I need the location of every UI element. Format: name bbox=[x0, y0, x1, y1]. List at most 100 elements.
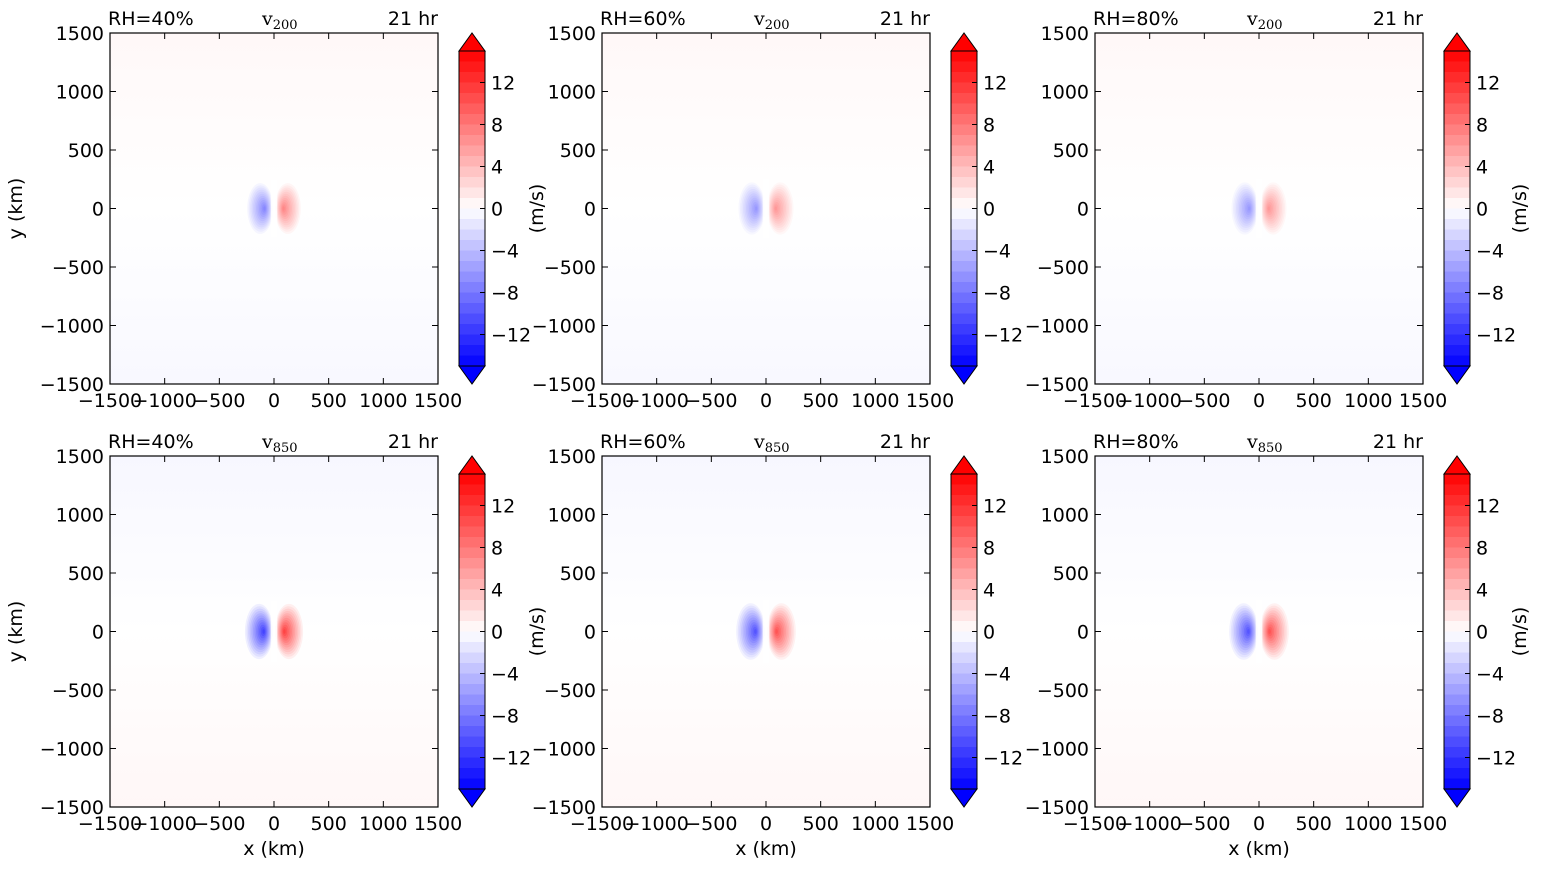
x-tick-label: 500 bbox=[1296, 390, 1332, 412]
time-label: 21 hr bbox=[880, 431, 930, 453]
colorbar-band bbox=[951, 642, 977, 654]
colorbar-tick-label: 8 bbox=[491, 115, 503, 137]
colorbar-band bbox=[1444, 187, 1470, 199]
colorbar-band bbox=[951, 61, 977, 73]
y-tick-label: 0 bbox=[1077, 199, 1089, 221]
colorbar: 12 8 4 0 −4 −8 −12 bbox=[458, 455, 531, 808]
y-tick-label: −500 bbox=[52, 257, 104, 279]
x-axis-label: x (km) bbox=[735, 838, 797, 860]
colorbar-band bbox=[1444, 642, 1470, 654]
colorbar-band bbox=[1444, 156, 1470, 168]
x-tick-label: 1500 bbox=[906, 390, 954, 412]
colorbar-band bbox=[1444, 600, 1470, 612]
x-tick-label: −1000 bbox=[1118, 390, 1182, 412]
x-tick-label: 0 bbox=[268, 390, 280, 412]
colorbar-band bbox=[1444, 757, 1470, 769]
west-lobe-contour bbox=[754, 629, 757, 634]
dipole bbox=[738, 179, 794, 238]
colorbar-band bbox=[951, 198, 977, 210]
colorbar-tick-label: −12 bbox=[983, 748, 1023, 770]
x-tick-label: 1000 bbox=[851, 390, 899, 412]
colorbar-band bbox=[459, 313, 485, 325]
colorbar-tick-label: −12 bbox=[491, 325, 531, 347]
colorbar-band bbox=[459, 271, 485, 283]
colorbar-band bbox=[1444, 694, 1470, 706]
y-tick-label: 1500 bbox=[548, 446, 596, 468]
y-tick-label: −500 bbox=[52, 680, 104, 702]
colorbar-band bbox=[951, 747, 977, 759]
colorbar-band bbox=[951, 757, 977, 769]
colorbar-band bbox=[1444, 82, 1470, 94]
dipole bbox=[736, 599, 796, 664]
y-tick-label: −1500 bbox=[532, 374, 596, 396]
colorbar-band bbox=[1444, 261, 1470, 273]
colorbar-band bbox=[1444, 334, 1470, 346]
colorbar-band bbox=[951, 715, 977, 727]
colorbar-band bbox=[951, 324, 977, 336]
colorbar-band bbox=[1444, 103, 1470, 115]
east-lobe-contour bbox=[1267, 206, 1270, 211]
colorbar-band bbox=[459, 631, 485, 643]
colorbar-band bbox=[459, 303, 485, 315]
y-tick-label: −1000 bbox=[1025, 316, 1089, 338]
colorbar-band bbox=[1444, 229, 1470, 241]
colorbar-band bbox=[1444, 526, 1470, 538]
variable-symbol: v bbox=[753, 431, 765, 453]
colorbar-tick-label: 4 bbox=[491, 580, 503, 602]
colorbar-band bbox=[459, 219, 485, 231]
colorbar-band bbox=[459, 355, 485, 367]
colorbar-band bbox=[1444, 715, 1470, 727]
colorbar-extend-max bbox=[950, 455, 978, 475]
colorbar-extend-min bbox=[950, 788, 978, 808]
variable-level: 850 bbox=[273, 441, 298, 456]
x-tick-label: −1500 bbox=[78, 813, 142, 835]
y-tick-label: 1000 bbox=[548, 82, 596, 104]
y-tick-label: 0 bbox=[1077, 622, 1089, 644]
colorbar-tick-label: 8 bbox=[491, 538, 503, 560]
y-tick-label: 1000 bbox=[1041, 82, 1089, 104]
colorbar-band bbox=[951, 72, 977, 84]
colorbar-band bbox=[951, 705, 977, 717]
colorbar-tick-label: 4 bbox=[491, 157, 503, 179]
colorbar-band bbox=[1444, 282, 1470, 294]
colorbar-band bbox=[951, 474, 977, 486]
colorbar-band bbox=[459, 558, 485, 570]
y-tick-label: 1000 bbox=[548, 505, 596, 527]
colorbar-band bbox=[1444, 516, 1470, 528]
y-tick-label: 1500 bbox=[548, 23, 596, 45]
colorbar-tick-label: 0 bbox=[491, 622, 503, 644]
colorbar-band bbox=[1444, 208, 1470, 220]
x-tick-label: 1500 bbox=[1399, 390, 1447, 412]
x-tick-label: 1500 bbox=[906, 813, 954, 835]
colorbar-band bbox=[951, 547, 977, 559]
colorbar-band bbox=[1444, 177, 1470, 189]
colorbar-band bbox=[459, 61, 485, 73]
colorbar-band bbox=[459, 324, 485, 336]
colorbar-band bbox=[951, 103, 977, 115]
y-axis-label: y (km) bbox=[5, 601, 27, 663]
colorbar-band bbox=[1444, 135, 1470, 147]
colorbar-band bbox=[459, 736, 485, 748]
east-lobe-contour bbox=[283, 629, 286, 634]
colorbar-band bbox=[951, 537, 977, 549]
center-strip bbox=[1255, 599, 1263, 664]
colorbar-band bbox=[1444, 114, 1470, 126]
east-lobe-contour bbox=[282, 206, 285, 211]
y-tick-label: 1500 bbox=[56, 446, 104, 468]
colorbar-band bbox=[1444, 145, 1470, 157]
x-axis-label: x (km) bbox=[243, 838, 305, 860]
colorbar-band bbox=[1444, 271, 1470, 283]
colorbar-band bbox=[459, 621, 485, 633]
colorbar-tick-label: 0 bbox=[983, 622, 995, 644]
colorbar-band bbox=[951, 93, 977, 105]
colorbar-tick-label: −8 bbox=[983, 283, 1011, 305]
colorbar-extend-max bbox=[1443, 455, 1471, 475]
colorbar-tick-label: 8 bbox=[983, 115, 995, 137]
colorbar-band bbox=[951, 673, 977, 685]
colorbar-band bbox=[1444, 579, 1470, 591]
colorbar-band bbox=[459, 568, 485, 580]
colorbar-band bbox=[1444, 631, 1470, 643]
center-strip bbox=[270, 600, 278, 663]
x-tick-label: −500 bbox=[193, 813, 245, 835]
variable-label: v850 bbox=[1246, 431, 1283, 456]
